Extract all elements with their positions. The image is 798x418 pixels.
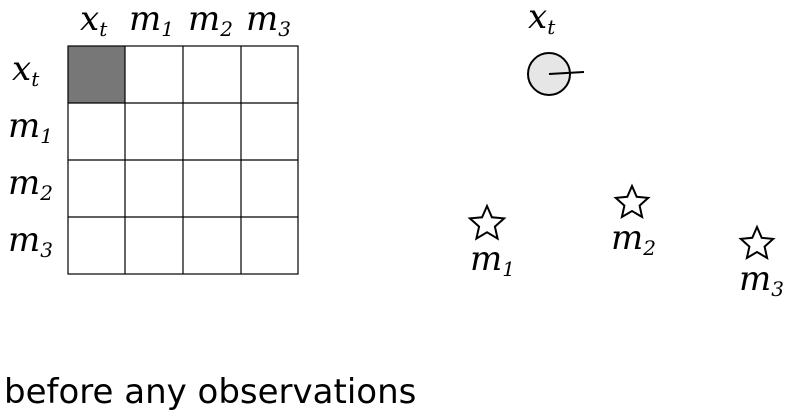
landmark-m2: m2 — [611, 183, 656, 260]
row-label-xt: xt — [12, 49, 40, 91]
caption: before any observations — [4, 372, 417, 412]
landmark-m3: m3 — [738, 224, 784, 301]
landmark-label-m3: m3 — [739, 259, 784, 301]
row-label-m2: m2 — [8, 163, 53, 205]
column-label-m2: m2 — [188, 0, 233, 41]
landmark-label-m1: m1 — [470, 239, 515, 281]
landmark-m1: m1 — [467, 203, 515, 281]
matrix-column-labels: xt m1 m2 m3 — [80, 0, 291, 41]
star-icon — [738, 224, 776, 261]
matrix-row-labels: xt m1 m2 m3 — [8, 49, 53, 262]
star-icon — [467, 203, 507, 241]
matrix-cell-filled — [68, 46, 125, 103]
star-icon — [613, 183, 651, 220]
covariance-matrix — [67, 45, 299, 275]
row-label-m1: m1 — [8, 106, 53, 148]
robot-label: xt — [528, 0, 556, 39]
column-label-m1: m1 — [129, 0, 174, 41]
row-label-m3: m3 — [8, 220, 53, 262]
robot-pose: xt — [527, 0, 585, 96]
column-label-m3: m3 — [246, 0, 291, 41]
robot-circle-icon — [527, 52, 585, 96]
landmark-label-m2: m2 — [611, 218, 656, 260]
column-label-xt: xt — [80, 0, 108, 41]
matrix-grid — [67, 45, 299, 275]
